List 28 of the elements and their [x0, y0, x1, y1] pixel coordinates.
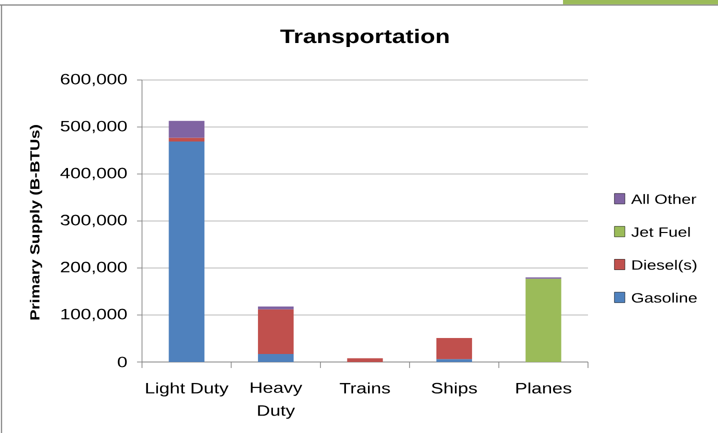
bar: [168, 138, 204, 142]
y-axis-title: Primary Supply (B-BTUs): [30, 125, 42, 320]
y-tick-label: 600,000: [60, 74, 127, 86]
bar: [168, 142, 204, 362]
bar: [168, 120, 204, 138]
bar: [347, 358, 383, 362]
legend-label: Diesel(s): [632, 260, 696, 272]
x-tick-label: Trains: [340, 382, 390, 394]
y-tick-label: 300,000: [60, 214, 127, 228]
y-tick-label: 100,000: [61, 308, 127, 322]
x-tick-label: Planes: [516, 382, 572, 394]
x-tick-label: Heavy Duty: [250, 382, 302, 419]
x-tick-label: Ships: [432, 382, 477, 396]
bar: [526, 278, 562, 362]
bar: [258, 306, 294, 310]
bar: [436, 338, 472, 360]
legend-label: Jet Fuel: [631, 226, 690, 237]
bar: [258, 309, 294, 354]
x-tick-label: Light Duty: [146, 382, 229, 396]
y-tick-label: 400,000: [60, 168, 127, 180]
y-tick-label: 0: [118, 356, 127, 368]
chart-title: Transportation: [280, 28, 449, 48]
legend-label: Gasoline: [632, 292, 697, 303]
y-tick-label: 200,000: [60, 262, 127, 274]
bar: [436, 359, 472, 362]
y-tick-label: 500,000: [60, 120, 127, 134]
legend-label: All Other: [631, 194, 696, 204]
bar: [258, 354, 294, 362]
